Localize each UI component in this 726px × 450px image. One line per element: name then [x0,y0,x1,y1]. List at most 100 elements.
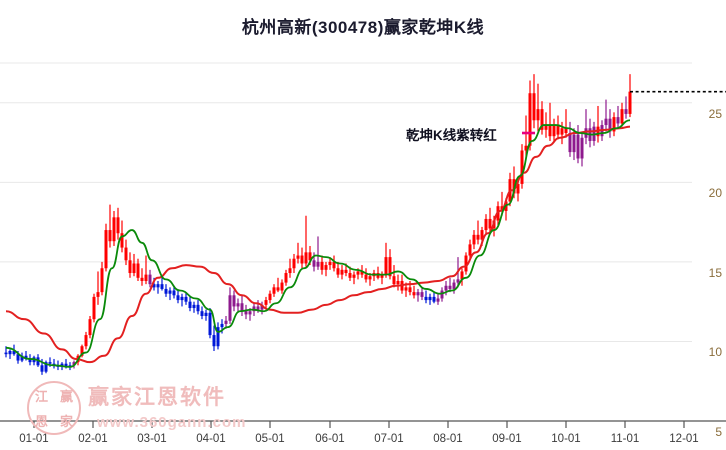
seal-char: 恩 [34,414,48,429]
candle-body [284,273,288,283]
candle-body [392,276,396,285]
candle-body [448,285,452,289]
candle-body [20,355,24,361]
candle-body [64,363,68,367]
x-axis-tick-label: 05-01 [255,433,285,445]
candle-body [204,312,208,316]
candlestick-series [4,74,632,375]
candle-body [380,274,384,278]
candle-body [184,296,188,302]
candle-body [132,263,136,274]
candle-body [164,288,168,294]
candle-body [200,311,204,316]
candle-body [80,346,84,356]
candle-body [396,280,400,285]
candle-body [436,298,440,302]
candle-body [12,350,16,355]
candle-body [352,274,356,278]
candle-body [100,268,104,293]
candle-body [368,276,372,280]
candle-body [236,303,240,307]
candle-body [36,357,40,366]
candle-body [292,258,296,269]
y-axis-tick-label: 5 [715,425,722,439]
y-axis-tick-label: 20 [708,186,722,201]
candle-body [16,354,20,361]
candle-body [428,296,432,301]
candle-body [488,218,492,229]
candle-body [268,293,272,301]
ma-slow-line [5,125,631,364]
candle-body [416,292,420,296]
candle-body [112,217,116,242]
candle-body [320,261,324,270]
candle-body [288,268,292,274]
candle-body [516,183,520,194]
candle-body [404,287,408,291]
candle-body [480,230,484,240]
candle-body [432,296,436,302]
candle-body [272,287,276,294]
candle-body [28,358,32,363]
candle-body [228,295,232,321]
candle-body [152,284,156,288]
candle-body [304,252,308,264]
seal-char: 江 [34,389,48,404]
candle-body [300,255,304,264]
candle-body [336,268,340,275]
candle-body [104,230,108,269]
gridlines [0,62,692,422]
candle-body [160,284,164,289]
x-axis-tick-label: 12-01 [669,433,699,445]
candle-body [328,261,332,266]
y-axis-tick-label: 25 [708,106,722,121]
candle-body [180,296,184,301]
candle-body [472,234,476,245]
candle-body [572,134,576,153]
candle-body [40,365,44,372]
candle-body [136,263,140,278]
candle-body [4,352,8,355]
annotation-label: 乾坤K线紫转红 [406,128,497,143]
y-axis-tick-label: 15 [708,265,722,280]
candle-body [556,125,560,135]
candle-body [312,260,316,267]
candle-body [244,311,248,315]
candle-body [96,292,100,297]
candle-body [116,217,120,234]
candle-body [196,304,200,312]
candle-body [576,134,580,159]
candle-body [568,133,572,153]
candle-body [604,118,608,126]
x-axis-tick-label: 06-01 [315,433,345,445]
candle-body [384,257,388,275]
candle-body [256,306,260,310]
candle-body [124,247,128,261]
candle-body [324,265,328,270]
seal-char: 家 [59,414,73,429]
candle-body [628,91,632,114]
candle-body [464,255,468,272]
candle-body [332,261,336,269]
candle-body [128,260,132,274]
candle-body [248,311,252,315]
seal-char: 赢 [59,389,73,404]
candle-body [440,290,444,299]
candle-body [340,269,344,275]
candle-body [520,150,524,184]
watermark-seal: 江 赢 恩 家 [27,381,81,435]
candle-body [24,355,28,359]
candle-body [540,109,544,130]
candle-body [344,269,348,274]
candle-body [552,125,556,137]
candle-body [424,296,428,301]
x-axis-tick-label: 02-01 [78,433,108,445]
candle-body [580,137,584,159]
y-axis-tick-label: 10 [708,345,722,360]
candle-body [280,282,284,291]
candle-body [364,274,368,280]
candle-body [476,234,480,240]
ma-fast-path [5,119,631,368]
